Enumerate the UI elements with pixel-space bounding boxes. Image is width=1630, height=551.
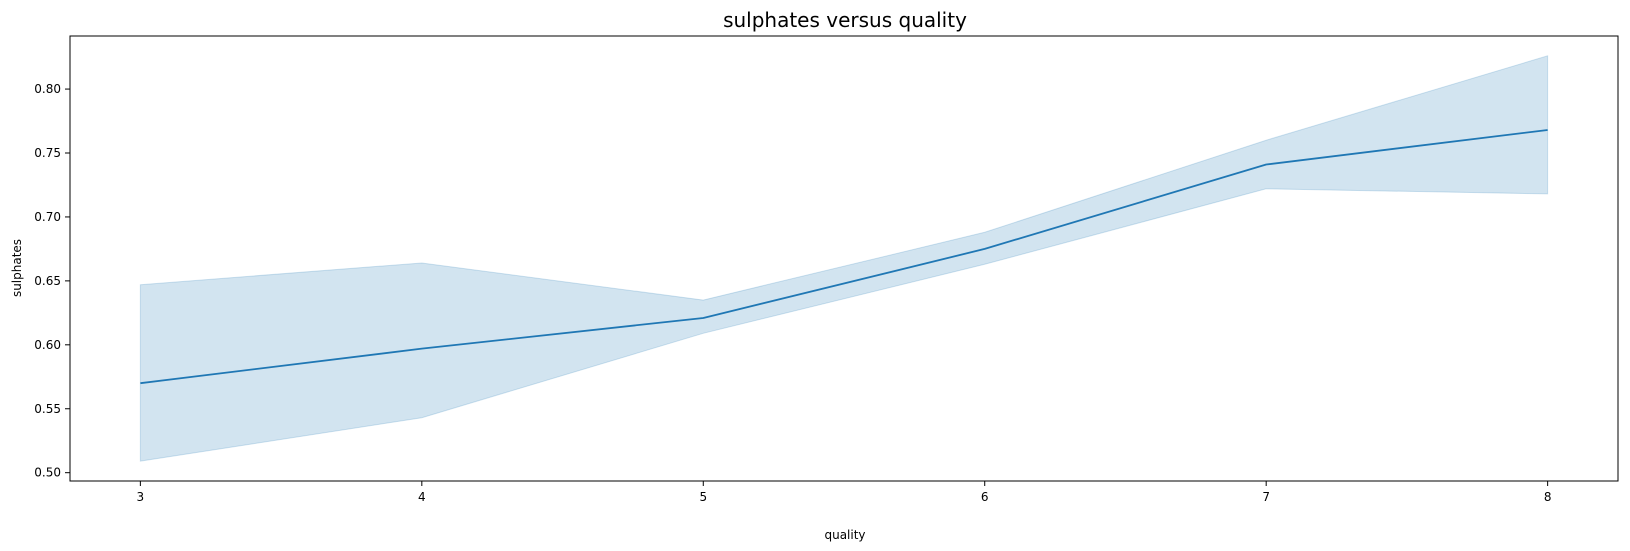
chart-title: sulphates versus quality xyxy=(723,8,967,32)
x-tick-label-5: 5 xyxy=(699,490,707,504)
x-tick-label-4: 4 xyxy=(418,490,426,504)
y-tick-label-0.60: 0.60 xyxy=(34,338,61,352)
x-tick-label-8: 8 xyxy=(1544,490,1552,504)
x-tick-label-6: 6 xyxy=(981,490,989,504)
axes-frame xyxy=(69,35,1619,482)
confidence-band xyxy=(139,55,1549,462)
y-tick-label-0.65: 0.65 xyxy=(34,274,61,288)
plot-area: 3 4 5 6 7 8 0.50 0.55 0.60 0.65 0.70 0.75 0.80 xyxy=(34,35,1619,504)
x-axis-label: quality xyxy=(824,528,865,542)
y-tick-label-0.55: 0.55 xyxy=(34,402,61,416)
y-tick-label-0.75: 0.75 xyxy=(34,146,61,160)
y-tick-label-0.80: 0.80 xyxy=(34,82,61,96)
y-axis-label: sulphates xyxy=(10,239,24,297)
series-line xyxy=(140,129,1548,385)
x-tick-label-3: 3 xyxy=(137,490,145,504)
y-tick-label-0.70: 0.70 xyxy=(34,210,61,224)
y-tick-label-0.50: 0.50 xyxy=(34,466,61,480)
x-tick-label-7: 7 xyxy=(1262,490,1270,504)
